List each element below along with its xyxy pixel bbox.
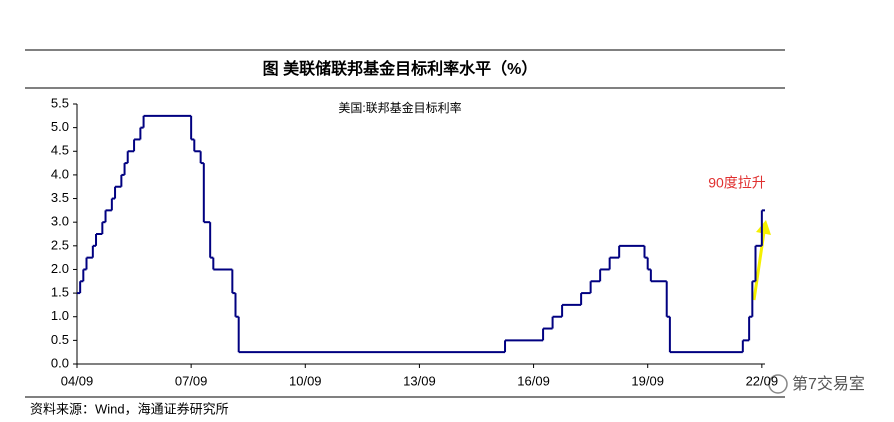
- y-tick-label: 5.0: [51, 119, 69, 134]
- annotation: 90度拉升: [708, 175, 766, 191]
- y-tick-label: 1.5: [51, 285, 69, 300]
- x-tick-label: 19/09: [631, 373, 664, 388]
- x-tick-label: 13/09: [403, 373, 436, 388]
- x-tick-label: 10/09: [289, 373, 322, 388]
- x-tick-label: 07/09: [175, 373, 208, 388]
- y-tick-label: 2.0: [51, 261, 69, 276]
- y-tick-label: 3.5: [51, 190, 69, 205]
- x-tick-label: 22/09: [746, 373, 779, 388]
- y-tick-label: 4.0: [51, 166, 69, 181]
- watermark: 第7交易室: [792, 375, 865, 393]
- y-tick-label: 0.0: [51, 355, 69, 370]
- chart-title: 图 美联储联邦基金目标利率水平（%）: [263, 59, 538, 78]
- x-tick-label: 04/09: [61, 373, 94, 388]
- y-tick-label: 2.5: [51, 237, 69, 252]
- source-note: 资料来源：Wind，海通证券研究所: [30, 401, 229, 416]
- series-label: 美国:联邦基金目标利率: [338, 100, 461, 115]
- watermark-icon: [768, 374, 788, 394]
- x-tick-label: 16/09: [517, 373, 550, 388]
- y-tick-label: 4.5: [51, 143, 69, 158]
- arrow-head: [756, 220, 771, 235]
- y-tick-label: 3.0: [51, 214, 69, 229]
- y-tick-label: 0.5: [51, 332, 69, 347]
- y-tick-label: 5.5: [51, 95, 69, 110]
- y-tick-label: 1.0: [51, 308, 69, 323]
